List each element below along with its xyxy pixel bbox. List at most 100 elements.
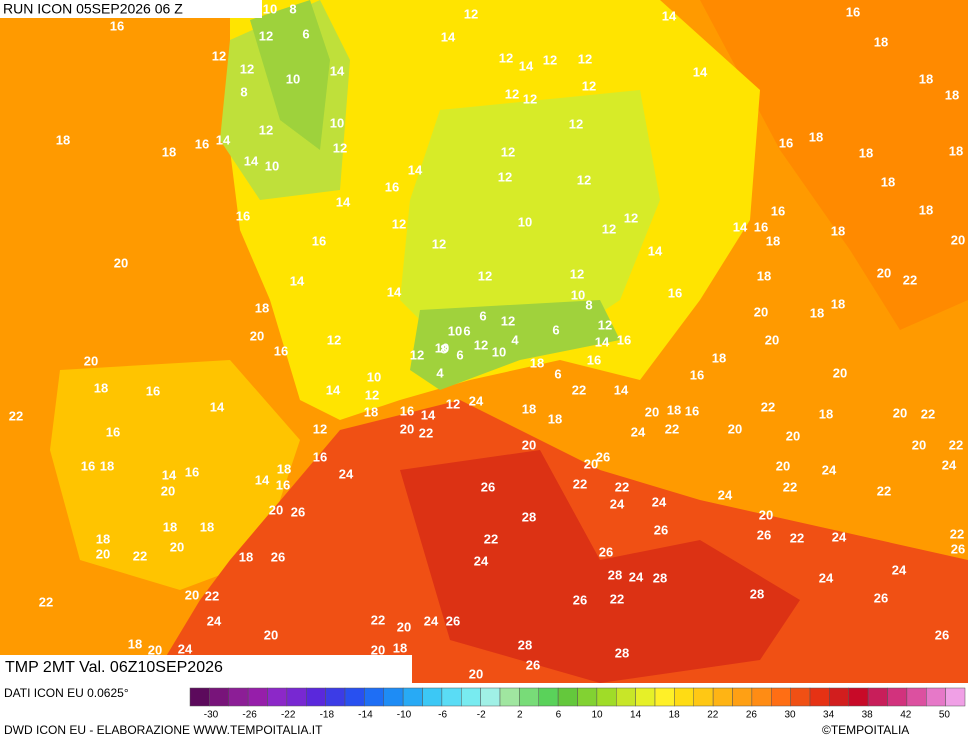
temperature-label: 22: [39, 594, 53, 609]
temperature-label: 20: [728, 421, 742, 436]
temperature-label: 16: [779, 135, 793, 150]
temperature-label: 12: [624, 210, 638, 225]
temperature-label: 10: [330, 115, 344, 130]
temperature-label: 24: [610, 496, 625, 511]
temperature-label: 16: [587, 352, 601, 367]
temperature-label: 16: [313, 449, 327, 464]
temperature-label: 18: [819, 406, 833, 421]
data-source: DATI ICON EU 0.0625°: [4, 686, 129, 700]
colorbar-swatch: [383, 687, 404, 707]
temperature-label: 18: [56, 132, 70, 147]
temperature-label: 20: [893, 405, 907, 420]
temperature-label: 20: [759, 507, 773, 522]
temperature-label: 12: [499, 50, 513, 65]
temperature-label: 24: [629, 569, 644, 584]
colorbar-swatch: [596, 687, 617, 707]
temperature-label: 10: [367, 369, 381, 384]
temperature-label: 16: [685, 403, 699, 418]
temperature-label: 26: [951, 541, 965, 556]
colorbar-tick-label: -26: [242, 710, 257, 721]
colorbar-swatch: [499, 687, 520, 707]
temperature-label: 20: [185, 587, 199, 602]
colorbar-swatch: [286, 687, 307, 707]
temperature-label: 28: [608, 567, 622, 582]
temperature-label: 12: [259, 28, 273, 43]
colorbar-swatch: [906, 687, 927, 707]
temperature-label: 20: [371, 642, 385, 657]
temperature-label: 18: [94, 380, 108, 395]
colorbar-swatch: [344, 687, 365, 707]
temperature-label: 6: [463, 323, 470, 338]
colorbar-tick-label: -10: [397, 710, 412, 721]
temperature-label: 18: [919, 202, 933, 217]
temperature-label: 22: [615, 479, 629, 494]
temperature-label: 18: [809, 129, 823, 144]
temperature-label: 18: [919, 71, 933, 86]
temperature-label: 18: [239, 549, 253, 564]
temperature-label: 28: [750, 586, 764, 601]
temperature-label: 10: [263, 1, 277, 16]
temperature-label: 26: [271, 549, 285, 564]
temperature-label: 18: [548, 411, 562, 426]
colorbar-tick-label: 22: [707, 710, 719, 721]
temperature-label: 8: [240, 84, 247, 99]
colorbar-swatch: [848, 687, 869, 707]
temperature-label: 22: [903, 272, 917, 287]
temperature-label: 18: [162, 144, 176, 159]
variable-box: [0, 655, 412, 683]
colorbar-swatch: [441, 687, 462, 707]
temperature-label: 14: [614, 382, 629, 397]
temperature-label: 10: [571, 287, 585, 302]
temperature-label: 14: [662, 8, 677, 23]
colorbar-tick-label: -22: [281, 710, 296, 721]
temperature-label: 14: [210, 399, 225, 414]
temperature-label: 18: [859, 145, 873, 160]
colorbar-swatch: [480, 687, 501, 707]
temperature-label: 12: [432, 236, 446, 251]
temperature-label: 18: [96, 531, 110, 546]
temperature-label: 12: [478, 268, 492, 283]
temperature-label: 20: [584, 456, 598, 471]
temperature-label: 24: [339, 466, 354, 481]
temperature-label: 26: [526, 657, 540, 672]
temperature-label: 12: [212, 48, 226, 63]
temperature-label: 24: [892, 562, 907, 577]
temperature-label: 26: [291, 504, 305, 519]
temperature-label: 12: [333, 140, 347, 155]
temperature-label: 22: [573, 476, 587, 491]
temperature-label: 16: [110, 18, 124, 33]
temperature-label: 16: [312, 233, 326, 248]
temperature-label: 22: [877, 483, 891, 498]
temperature-label: 16: [385, 179, 399, 194]
temperature-label: 12: [598, 317, 612, 332]
temperature-label: 18: [364, 404, 378, 419]
temperature-label: 8: [585, 297, 592, 312]
temperature-label: 12: [570, 266, 584, 281]
temperature-label: 26: [757, 527, 771, 542]
temperature-label: 22: [419, 425, 433, 440]
temperature-label: 18: [200, 519, 214, 534]
temperature-label: 22: [790, 530, 804, 545]
temperature-label: 18: [667, 402, 681, 417]
colorbar-swatch: [247, 687, 268, 707]
colorbar-tick-label: -6: [438, 710, 447, 721]
temperature-label: 10: [435, 340, 449, 355]
colorbar-tick-label: 38: [862, 710, 874, 721]
temperature-label: 12: [327, 332, 341, 347]
temperature-label: 12: [577, 172, 591, 187]
temperature-label: 10: [518, 214, 532, 229]
temperature-label: 18: [831, 223, 845, 238]
colorbar-swatch: [945, 687, 966, 707]
temperature-label: 16: [771, 203, 785, 218]
temperature-label: 6: [479, 308, 486, 323]
map-region: [250, 0, 330, 150]
colorbar-swatch: [771, 687, 791, 707]
colorbar-swatch: [519, 687, 539, 707]
colorbar-swatch: [887, 687, 908, 707]
temperature-label: 18: [712, 350, 726, 365]
temperature-label: 20: [765, 332, 779, 347]
temperature-label: 16: [274, 343, 288, 358]
temperature-label: 26: [446, 613, 460, 628]
